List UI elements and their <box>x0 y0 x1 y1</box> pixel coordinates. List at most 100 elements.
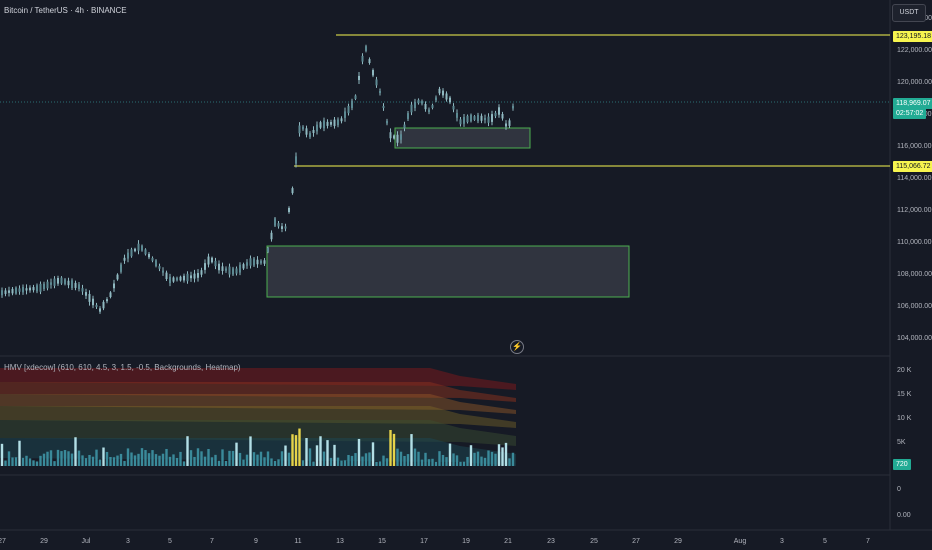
candle-body <box>116 274 119 280</box>
candle-body <box>78 284 80 290</box>
volume-bar <box>427 459 431 466</box>
volume-bar <box>189 450 193 466</box>
time-axis-label[interactable]: 19 <box>462 538 470 545</box>
candle-body <box>232 268 234 275</box>
volume-bar <box>469 445 473 466</box>
candle-body <box>11 288 14 294</box>
price-pane[interactable] <box>0 0 890 355</box>
candle-body <box>333 119 336 127</box>
candle-body <box>113 283 115 289</box>
volume-bar <box>490 451 494 466</box>
candle-body <box>424 104 427 110</box>
volume-bar <box>329 457 333 466</box>
volume-bar <box>119 453 123 466</box>
volume-bar <box>214 454 217 466</box>
volume-bar <box>326 440 329 466</box>
candle-body <box>109 292 112 298</box>
indicator-title[interactable]: HMV [xdecow] (610, 610, 4.5, 3, 1.5, -0.… <box>4 363 241 372</box>
volume-bar <box>385 458 389 466</box>
volume-bar <box>74 437 77 466</box>
candle-body <box>256 259 259 265</box>
time-axis-label[interactable]: 13 <box>336 538 344 545</box>
lightning-icon[interactable]: ⚡ <box>510 340 524 354</box>
candle-body <box>393 135 395 139</box>
time-axis-label[interactable]: 25 <box>590 538 598 545</box>
volume-bar <box>256 454 259 466</box>
candle-body <box>302 126 304 130</box>
volume-bar <box>179 451 182 466</box>
volume-bar <box>67 451 70 466</box>
time-axis-label[interactable]: 3 <box>126 538 130 545</box>
candle-body <box>172 277 175 282</box>
volume-bar <box>298 428 301 466</box>
volume-bar <box>350 455 354 466</box>
time-axis-label[interactable]: 29 <box>40 538 48 545</box>
volume-bar <box>445 457 448 466</box>
demand-zone-box[interactable] <box>266 245 630 298</box>
candle-body <box>102 301 105 309</box>
time-axis-label[interactable]: 5 <box>168 538 172 545</box>
currency-button[interactable]: USDT <box>892 4 926 22</box>
candle-body <box>127 252 129 259</box>
volume-bar <box>375 461 378 466</box>
candle-body <box>382 106 385 109</box>
time-axis-label[interactable]: 3 <box>780 538 784 545</box>
time-axis-label[interactable]: 17 <box>420 538 428 545</box>
candle-body <box>64 279 66 285</box>
candle-body <box>15 287 17 294</box>
time-axis-label[interactable]: 27 <box>0 538 6 545</box>
candle-body <box>190 275 192 279</box>
volume-bar <box>417 451 420 466</box>
candle-body <box>169 276 171 284</box>
volume-bar <box>364 453 368 466</box>
volume-bar <box>406 454 410 466</box>
volume-bar <box>399 451 403 466</box>
candle-body <box>463 117 465 124</box>
time-axis-label[interactable]: 15 <box>378 538 386 545</box>
candle-body <box>372 70 374 76</box>
time-axis-label[interactable]: 11 <box>294 538 301 545</box>
volume-bar <box>431 458 434 466</box>
candle-body <box>43 283 45 290</box>
volume-bar <box>343 460 347 466</box>
volume-bar <box>137 453 140 466</box>
candle-body <box>246 262 248 266</box>
candle-body <box>204 263 206 270</box>
time-axis-label[interactable]: 23 <box>547 538 555 545</box>
volume-bar <box>238 452 242 466</box>
time-axis-label[interactable]: Aug <box>734 538 747 545</box>
volume-bar <box>172 454 175 466</box>
volume-bar <box>161 453 165 466</box>
volume-bar <box>144 450 147 466</box>
time-axis-label[interactable]: 7 <box>866 538 870 545</box>
volume-bar <box>501 447 504 466</box>
time-axis-label[interactable]: 27 <box>632 538 640 545</box>
candle-body <box>85 292 87 296</box>
volume-bar <box>217 460 221 466</box>
time-axis-label[interactable]: Jul <box>82 538 91 545</box>
volume-bar <box>473 452 476 466</box>
candle-body <box>344 111 346 118</box>
volume-bar <box>126 448 130 466</box>
volume-bar <box>284 445 287 466</box>
supply-zone-box[interactable] <box>394 127 531 149</box>
time-axis-label[interactable]: 5 <box>823 538 827 545</box>
candle-body <box>466 115 469 123</box>
candle-body <box>375 79 378 86</box>
volume-bar <box>56 449 60 466</box>
time-axis-label[interactable]: 7 <box>210 538 214 545</box>
volume-bar <box>441 454 445 466</box>
volume-bar <box>277 459 280 466</box>
price-axis-label: 104,000.00 <box>897 335 932 342</box>
candle-body <box>368 59 371 63</box>
candle-body <box>235 268 238 274</box>
time-axis-label[interactable]: 29 <box>674 538 682 545</box>
volume-bar <box>203 456 207 466</box>
volume-bar <box>462 461 466 466</box>
time-axis-label[interactable]: 21 <box>504 538 512 545</box>
candle-body <box>4 290 7 294</box>
time-axis-label[interactable]: 9 <box>254 538 258 545</box>
volume-bar <box>245 454 249 466</box>
